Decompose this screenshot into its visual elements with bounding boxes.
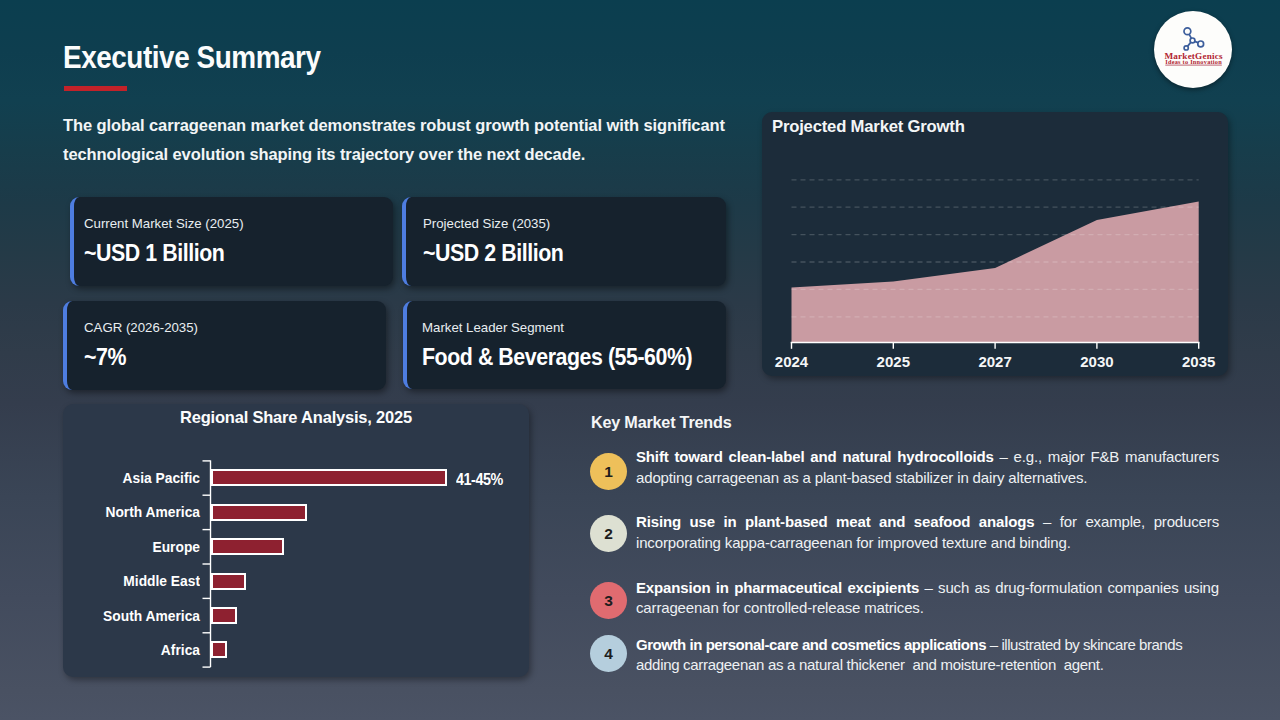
svg-text:Ideas to Innovation: Ideas to Innovation [1165,58,1222,65]
